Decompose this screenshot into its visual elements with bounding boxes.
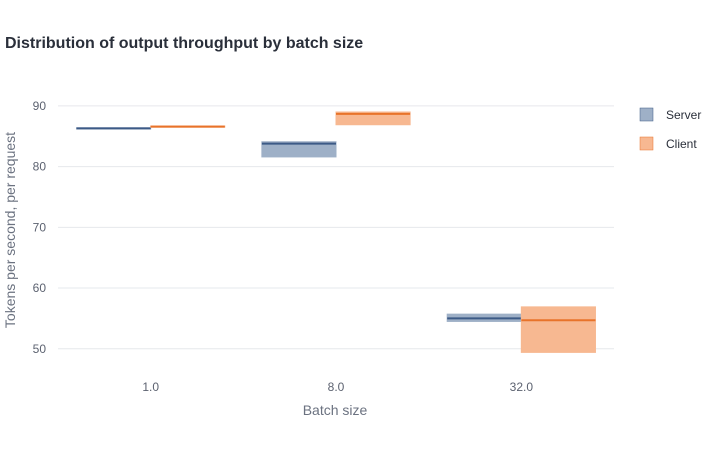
y-tick-label: 70 bbox=[33, 220, 47, 234]
legend-label: Server bbox=[666, 108, 701, 122]
legend-swatch bbox=[639, 136, 654, 151]
y-axis-ticks: 50 60 70 80 90 bbox=[33, 99, 47, 356]
y-axis-title: Tokens per second, per request bbox=[2, 132, 18, 328]
box-client[interactable] bbox=[520, 306, 596, 353]
x-tick-label: 1.0 bbox=[142, 380, 159, 394]
legend[interactable]: Server Client bbox=[639, 107, 701, 151]
x-tick-label: 32.0 bbox=[510, 380, 534, 394]
box-server[interactable] bbox=[261, 141, 337, 158]
legend-label: Client bbox=[666, 137, 697, 151]
x-axis-ticks: 1.0 8.0 32.0 bbox=[142, 380, 533, 394]
x-axis-title: Batch size bbox=[303, 402, 368, 418]
legend-item-server[interactable]: Server bbox=[639, 107, 701, 122]
box-client[interactable] bbox=[335, 111, 411, 126]
y-tick-label: 90 bbox=[33, 99, 47, 113]
x-tick-label: 8.0 bbox=[328, 380, 345, 394]
box-plot-marks bbox=[76, 111, 596, 353]
y-tick-label: 60 bbox=[33, 281, 47, 295]
y-tick-label: 50 bbox=[33, 342, 47, 356]
y-tick-label: 80 bbox=[33, 160, 47, 174]
chart-title: Distribution of output throughput by bat… bbox=[5, 35, 364, 52]
legend-swatch bbox=[639, 107, 654, 122]
legend-item-client[interactable]: Client bbox=[639, 136, 697, 151]
